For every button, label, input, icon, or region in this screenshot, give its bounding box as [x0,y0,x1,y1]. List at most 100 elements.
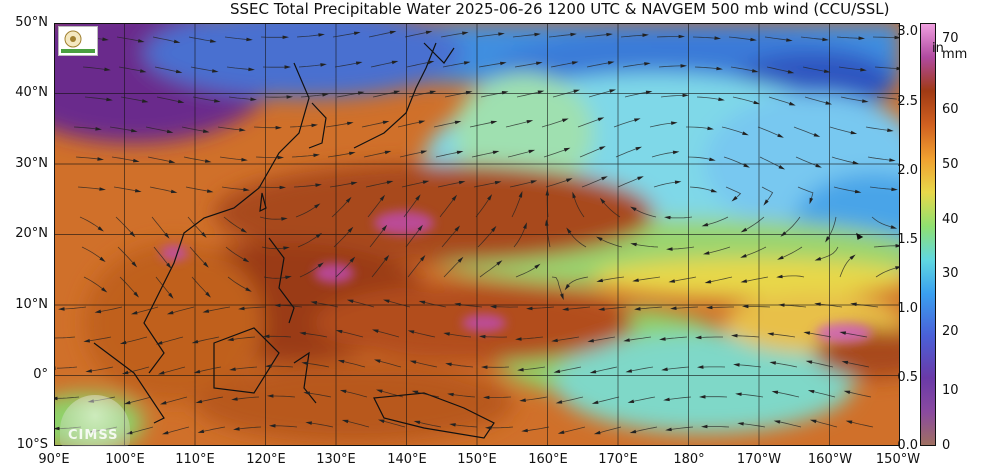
wind-arrow [420,150,428,154]
wind-arrow [671,121,678,125]
map-title: SSEC Total Precipitable Water 2025-06-26… [230,0,890,18]
wind-arrow [634,118,641,122]
streamline [372,91,397,98]
streamline [624,91,649,98]
wind-arrow [310,301,318,305]
cbar-in-tick-0.5: 0.5 [897,370,918,385]
streamline [127,396,152,404]
wind-arrow [701,222,709,227]
wind-arrow [391,60,399,65]
streamline [804,96,829,104]
streamline [780,246,803,259]
wind-arrow [778,165,786,170]
streamline [708,276,733,283]
wind-arrow [54,426,60,431]
streamline [153,246,170,266]
wind-arrow [281,217,288,221]
lon-label-130e: 130°E [316,452,356,467]
streamline [507,150,532,158]
wind-arrow [227,337,234,342]
streamline [453,424,478,428]
streamline [278,304,303,308]
wind-arrow [627,399,635,403]
wind-arrow [131,310,138,315]
wind-arrow [750,37,757,42]
wind-arrow [317,262,324,268]
wind-arrow [248,67,255,72]
streamline [743,246,767,257]
cbar-in-tick-1.5: 1.5 [897,232,918,247]
streamline [335,259,353,278]
wind-arrow [517,367,524,372]
streamline [638,306,663,310]
streamline [696,96,721,100]
wind-arrow [572,191,576,199]
wind-arrow [481,365,488,369]
wind-arrow [839,331,847,335]
streamline [519,336,544,340]
streamline [413,361,438,368]
wind-arrow [166,129,174,134]
streamline [82,66,107,70]
streamline [867,156,892,161]
streamline [599,238,623,248]
streamline [295,205,318,218]
streamline [331,199,350,218]
streamline [704,426,730,428]
wind-arrow [823,69,831,73]
graticule [54,23,900,446]
streamline [109,126,134,132]
streamline [829,126,854,134]
streamline [411,331,436,338]
streamline [512,34,537,38]
wind-arrow [500,61,507,66]
streamline [473,181,498,188]
wind-arrow [123,400,131,405]
streamline [228,96,253,100]
wind-arrow [630,242,637,247]
streamline [552,90,577,98]
streamline [840,96,865,102]
streamline [480,91,505,98]
wind-arrow [417,224,423,231]
streamline [734,335,760,338]
wind-arrow [58,307,65,311]
wind-arrow [593,430,601,435]
streamline [739,393,764,398]
wind-arrow [809,197,814,205]
wind-arrow [376,389,383,393]
lat-label-30n: 30°N [15,156,48,171]
streamline [809,361,834,368]
wind-arrow [661,367,668,371]
cbar-mm-tick-60: 60 [942,102,959,117]
wind-arrow [769,361,776,365]
streamline [325,122,350,128]
wind-arrow [162,430,169,435]
streamline [773,362,798,368]
wind-arrow [854,189,862,194]
streamline [433,121,458,128]
wind-arrow [858,36,865,40]
wind-arrow [286,95,293,99]
wind-arrow [644,62,651,66]
cbar-in-tick-1.0: 1.0 [897,301,918,316]
wind-arrow [462,31,469,36]
streamline [597,426,622,434]
streamline [371,257,388,278]
wind-arrow [425,30,433,35]
cbar-mm-tick-40: 40 [942,212,959,227]
streamline [345,420,370,428]
streamline [551,276,563,297]
streamline [548,34,573,38]
wind-arrow [133,158,140,163]
wind-arrow [106,97,113,102]
streamline [705,216,729,226]
streamline [783,216,801,235]
streamline [869,186,894,190]
streamline [119,276,137,295]
wind-arrow [666,247,673,251]
wind-arrow [596,278,604,283]
wind-arrow [279,185,286,190]
streamline [327,152,352,158]
streamline [660,94,685,98]
